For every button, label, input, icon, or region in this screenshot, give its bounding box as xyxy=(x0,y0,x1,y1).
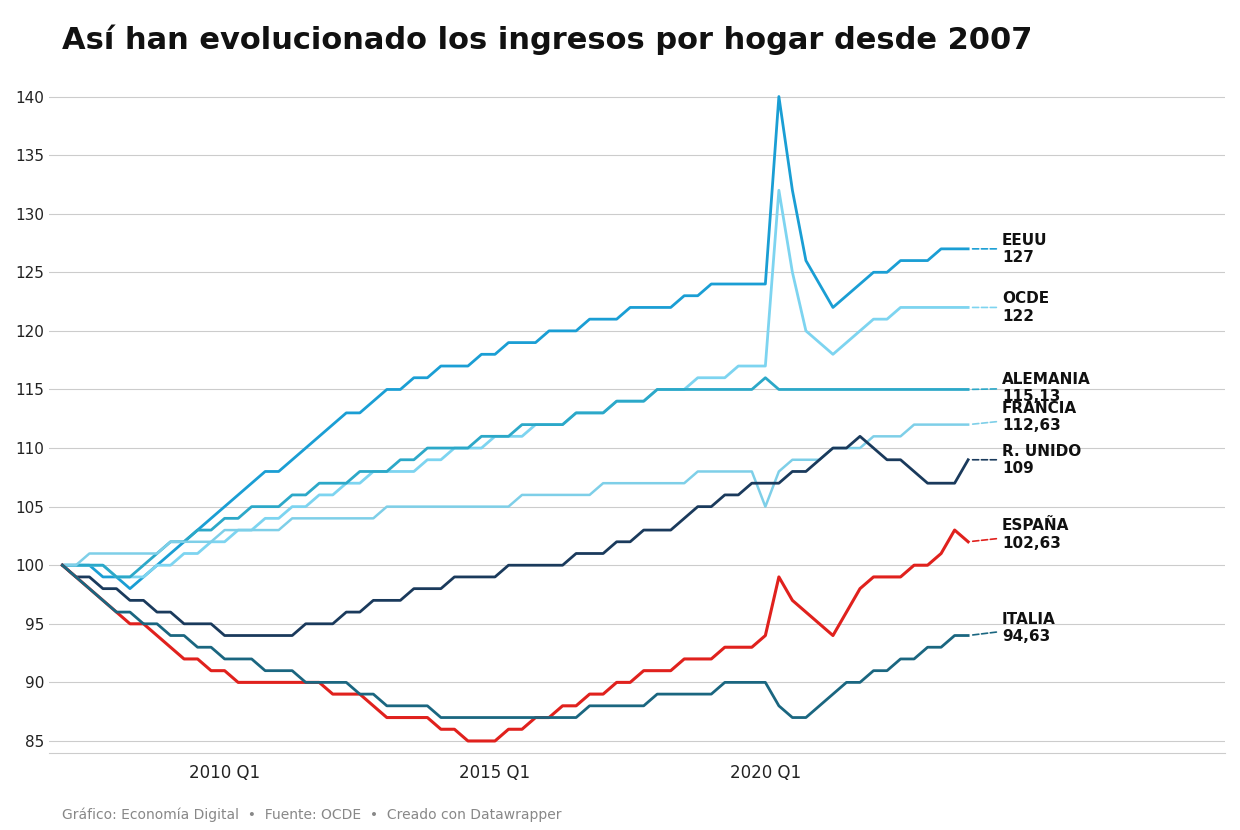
Text: EEUU
127: EEUU 127 xyxy=(971,232,1048,265)
Text: ALEMANIA
115,13: ALEMANIA 115,13 xyxy=(971,372,1091,404)
Text: ITALIA
94,63: ITALIA 94,63 xyxy=(971,612,1055,644)
Text: FRANCIA
112,63: FRANCIA 112,63 xyxy=(971,401,1078,433)
Text: ESPAÑA
102,63: ESPAÑA 102,63 xyxy=(971,518,1069,550)
Text: Gráfico: Economía Digital  •  Fuente: OCDE  •  Creado con Datawrapper: Gráfico: Economía Digital • Fuente: OCDE… xyxy=(62,808,562,822)
Text: R. UNIDO
109: R. UNIDO 109 xyxy=(971,443,1081,476)
Text: OCDE
122: OCDE 122 xyxy=(971,291,1049,324)
Text: Así han evolucionado los ingresos por hogar desde 2007: Así han evolucionado los ingresos por ho… xyxy=(62,25,1033,56)
